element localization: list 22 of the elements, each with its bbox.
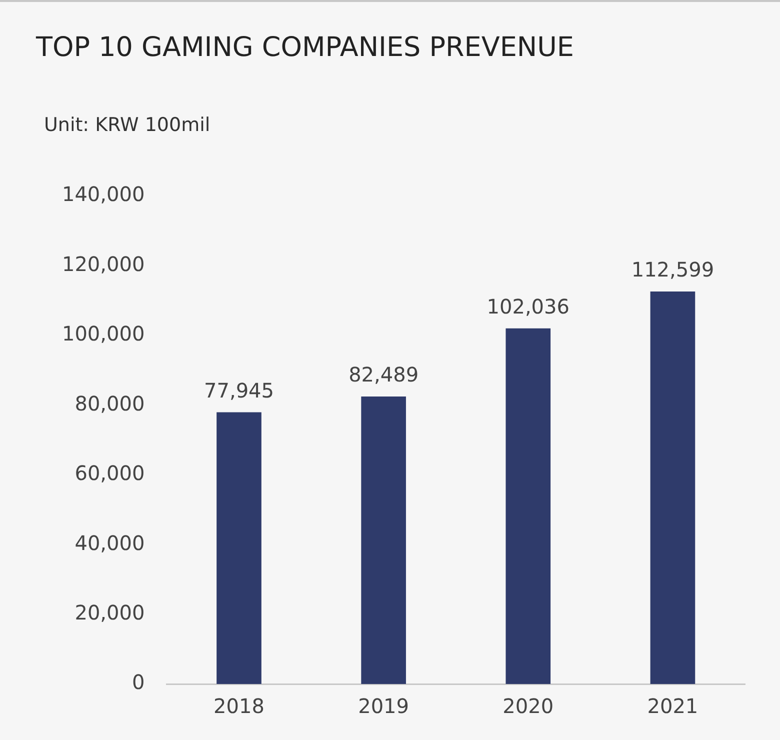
bar <box>650 292 696 684</box>
y-tick-label: 120,000 <box>62 252 145 276</box>
x-tick-label: 2018 <box>214 694 264 718</box>
data-label: 82,489 <box>348 362 419 387</box>
y-tick-label: 80,000 <box>74 391 145 416</box>
chart-title: TOP 10 GAMING COMPANIES PREVENUE <box>36 32 574 63</box>
chart-subtitle: Unit: KRW 100mil <box>44 114 210 136</box>
y-tick-label: 140,000 <box>62 182 145 206</box>
data-label: 102,036 <box>486 294 570 319</box>
bar <box>506 328 551 684</box>
data-label: 77,945 <box>204 378 274 403</box>
data-label: 112,599 <box>631 258 714 282</box>
x-tick-label: 2020 <box>502 694 554 718</box>
y-tick-label: 100,000 <box>62 322 145 346</box>
y-tick-label: 0 <box>132 670 145 694</box>
bar <box>361 396 406 684</box>
x-tick-label: 2019 <box>358 694 410 718</box>
y-tick-label: 20,000 <box>74 600 145 624</box>
x-tick-label: 2021 <box>647 694 698 718</box>
y-tick-label: 40,000 <box>74 530 145 555</box>
y-tick-label: 60,000 <box>74 461 145 486</box>
bar <box>216 412 262 684</box>
